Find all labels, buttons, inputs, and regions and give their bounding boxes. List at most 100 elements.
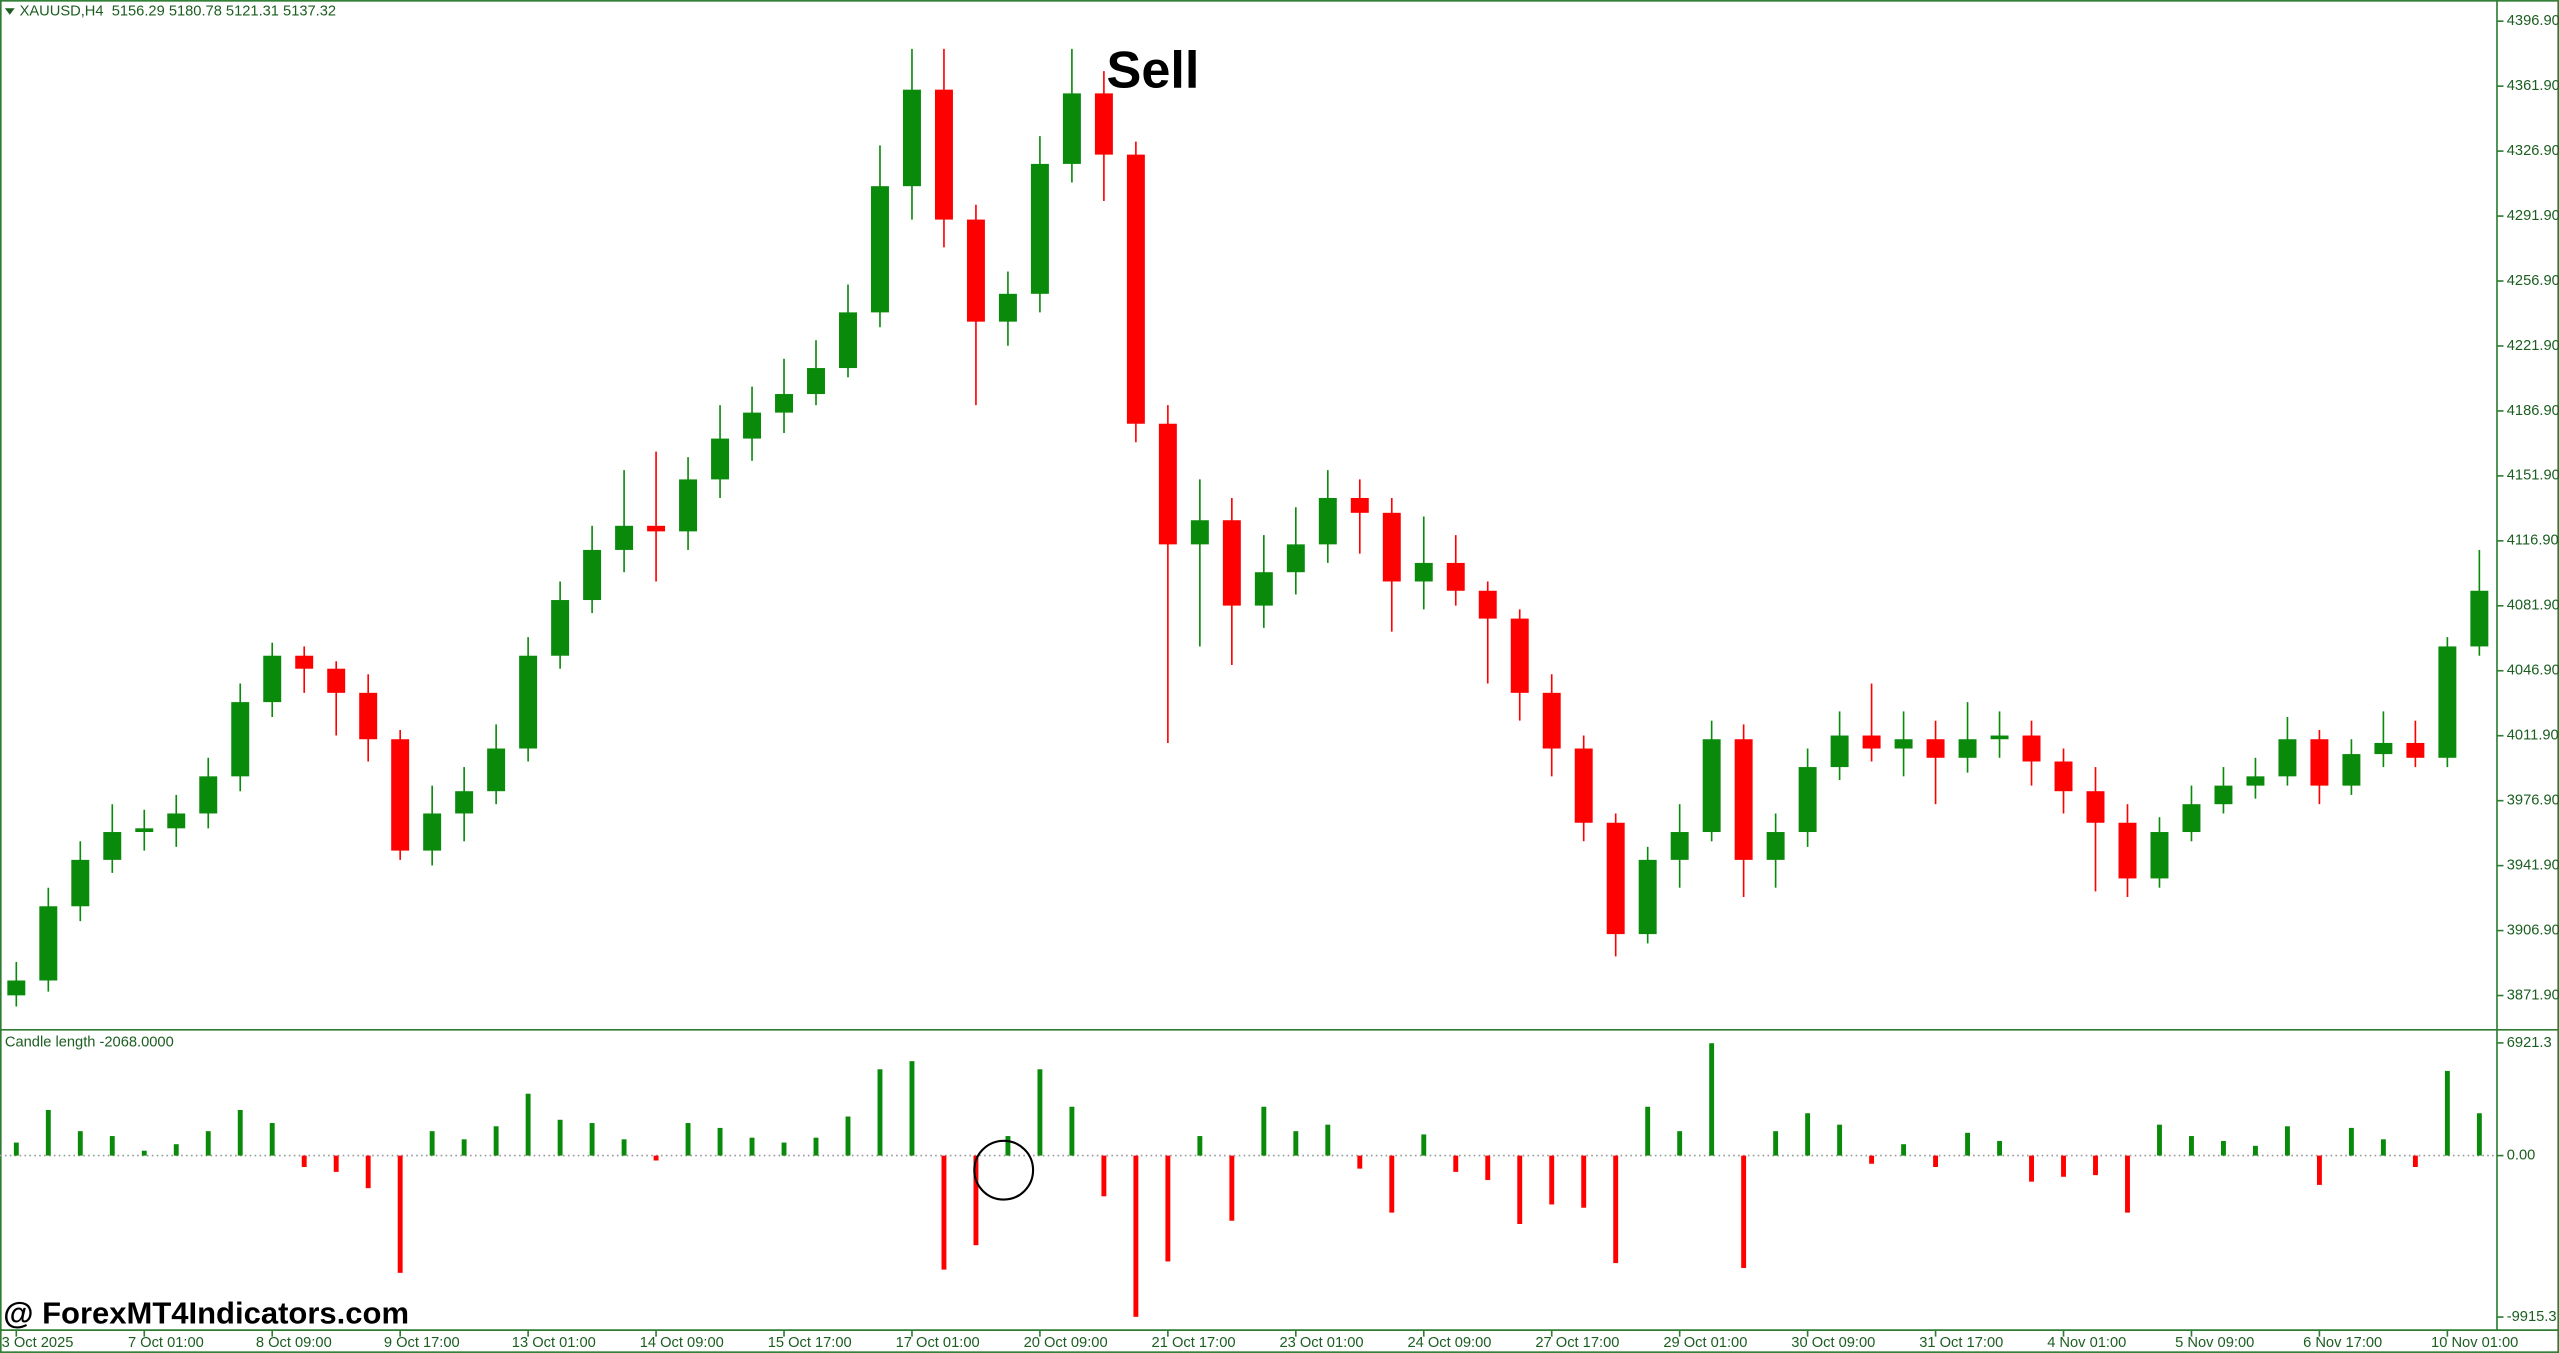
- candle-body: [2118, 822, 2137, 879]
- bar: [45, 1110, 51, 1156]
- candle-body: [2374, 742, 2393, 755]
- bar: [1037, 1069, 1043, 1156]
- candle-body: [1798, 767, 1817, 833]
- candle-body: [2278, 739, 2297, 777]
- x-tick-label: 23 Oct 01:00: [1279, 1335, 1363, 1351]
- bar: [1229, 1155, 1235, 1221]
- bar: [2252, 1145, 2258, 1156]
- bar: [525, 1093, 531, 1156]
- y-tick-label: 4256.90: [2507, 273, 2559, 289]
- bar: [1293, 1131, 1299, 1156]
- candle-body: [583, 549, 602, 601]
- bar: [1261, 1106, 1267, 1156]
- candle-body: [1350, 497, 1369, 513]
- candle-body: [39, 906, 58, 981]
- sell-annotation: Sell: [1107, 41, 1200, 99]
- x-tick-label: 8 Oct 09:00: [256, 1335, 332, 1351]
- x-tick-label: 6 Nov 17:00: [2303, 1335, 2382, 1351]
- bar: [2412, 1155, 2418, 1167]
- candle-body: [1638, 859, 1657, 935]
- bar: [1549, 1155, 1555, 1205]
- candle-body: [1510, 618, 1529, 693]
- x-tick-label: 9 Oct 17:00: [384, 1335, 460, 1351]
- candle-body: [1766, 832, 1785, 860]
- candle-body: [615, 525, 634, 550]
- symbol-icon: [4, 8, 15, 15]
- bar: [877, 1069, 883, 1156]
- candle-body: [711, 438, 730, 480]
- candle-body: [1478, 590, 1497, 619]
- candle-body: [2022, 735, 2041, 762]
- y-tick-label: 3941.90: [2507, 857, 2559, 873]
- candle-body: [1958, 739, 1977, 758]
- bar: [973, 1155, 979, 1246]
- candle-body: [2406, 742, 2425, 758]
- bar: [1069, 1106, 1075, 1156]
- chart-title: XAUUSD,H4 5156.29 5180.78 5121.31 5137.3…: [20, 3, 337, 19]
- y-tick-label: 4291.90: [2507, 208, 2559, 224]
- candle-body: [1830, 735, 1849, 768]
- x-tick-label: 13 Oct 01:00: [512, 1335, 596, 1351]
- bar: [109, 1136, 115, 1156]
- bar: [237, 1110, 243, 1156]
- candle-body: [775, 394, 793, 413]
- candle-body: [1158, 423, 1177, 545]
- bar: [2444, 1070, 2450, 1156]
- candle-body: [1894, 739, 1913, 749]
- bar: [1773, 1131, 1779, 1156]
- bar: [1741, 1155, 1747, 1268]
- bar: [781, 1142, 787, 1156]
- bar: [2189, 1136, 2194, 1156]
- candle-body: [551, 600, 570, 656]
- x-tick-label: 24 Oct 09:00: [1407, 1335, 1491, 1351]
- bar: [1837, 1124, 1843, 1156]
- bar: [173, 1144, 179, 1156]
- bar: [2029, 1155, 2034, 1182]
- candle-body: [1126, 154, 1145, 424]
- bar: [1325, 1124, 1331, 1156]
- x-tick-label: 20 Oct 09:00: [1024, 1335, 1108, 1351]
- bar: [845, 1116, 851, 1156]
- candle-body: [1990, 735, 2009, 740]
- candle-body: [2214, 785, 2233, 805]
- bar: [301, 1155, 307, 1167]
- candle-body: [1862, 735, 1881, 749]
- y-tick-label: 4361.90: [2507, 78, 2559, 94]
- candle-body: [231, 702, 250, 777]
- bar: [2061, 1155, 2066, 1177]
- candle-body: [167, 813, 186, 829]
- y-tick-label: 3906.90: [2507, 922, 2559, 938]
- bar: [365, 1155, 371, 1189]
- candle-body: [1702, 739, 1721, 833]
- bar: [1517, 1155, 1523, 1224]
- y-tick-label: 4186.90: [2507, 403, 2559, 419]
- x-tick-label: 5 Nov 09:00: [2175, 1335, 2254, 1351]
- bar: [813, 1137, 819, 1156]
- marks: 3871.90 3906.90 3941.90 3976.90 4011.90 4046.…: [0, 13, 2559, 1351]
- bar: [1901, 1144, 1907, 1156]
- x-tick-label: 29 Oct 01:00: [1663, 1335, 1747, 1351]
- bar: [2476, 1113, 2482, 1156]
- candle-body: [1030, 163, 1049, 294]
- bar: [429, 1131, 435, 1156]
- y-tick-label: 4396.90: [2507, 13, 2559, 29]
- bar: [1357, 1155, 1363, 1169]
- y-tick-label: 3871.90: [2507, 987, 2559, 1003]
- candle-body: [263, 655, 282, 703]
- candle-body: [2246, 776, 2265, 786]
- candle-body: [2438, 646, 2457, 758]
- x-tick-label: 27 Oct 17:00: [1535, 1335, 1619, 1351]
- bar: [461, 1139, 467, 1156]
- candle-body: [391, 739, 410, 851]
- bar: [1869, 1155, 1875, 1164]
- bar: [1997, 1140, 2002, 1156]
- bar: [1453, 1155, 1459, 1172]
- candle-body: [199, 776, 218, 814]
- candle-body: [327, 668, 346, 693]
- bar: [1709, 1043, 1715, 1156]
- bar: [1133, 1155, 1139, 1317]
- candle-body: [2342, 754, 2361, 786]
- candle-body: [487, 748, 506, 792]
- candle-body: [1382, 512, 1401, 582]
